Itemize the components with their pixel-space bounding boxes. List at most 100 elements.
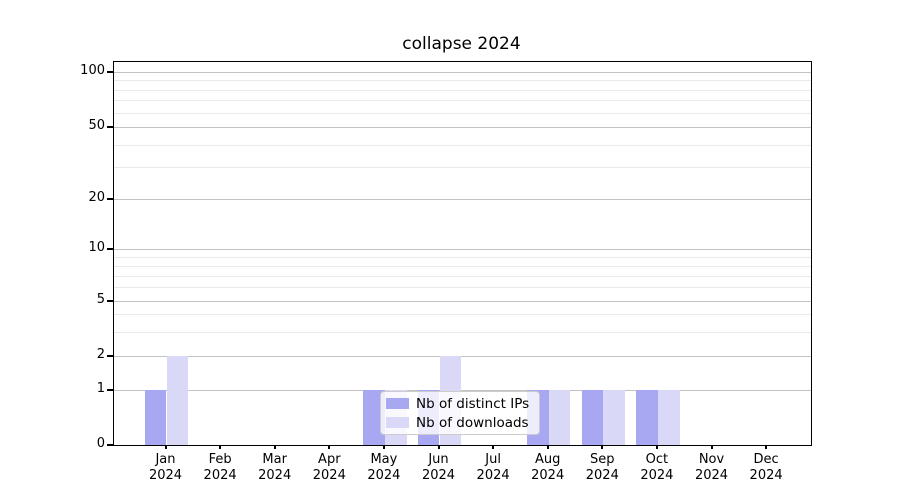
bar-distinct-ips xyxy=(363,390,385,445)
x-tick-label: Apr 2024 xyxy=(294,452,364,484)
x-tick-label-year: 2024 xyxy=(367,468,401,483)
bar-downloads xyxy=(603,390,626,445)
y-tick xyxy=(107,388,113,391)
y-gridline-minor xyxy=(114,167,811,169)
y-gridline-minor xyxy=(114,265,811,267)
x-tick xyxy=(765,445,768,449)
y-tick xyxy=(107,70,113,73)
legend-swatch-downloads xyxy=(386,417,409,428)
y-tick xyxy=(107,197,113,200)
bar-downloads xyxy=(657,390,680,445)
x-tick xyxy=(601,445,604,449)
x-tick xyxy=(710,445,713,449)
x-tick-label-month: Apr xyxy=(318,452,341,467)
bar-downloads xyxy=(166,356,189,445)
x-tick-label-month: Jan xyxy=(155,452,176,467)
x-tick-label-month: May xyxy=(370,452,398,467)
x-tick xyxy=(219,445,222,449)
x-tick-label-year: 2024 xyxy=(476,468,510,483)
y-tick-label: 0 xyxy=(96,436,105,451)
x-tick-label: Mar 2024 xyxy=(240,452,310,484)
y-gridline-minor xyxy=(114,331,811,333)
x-tick-label-month: Jul xyxy=(485,452,501,467)
y-tick-label: 5 xyxy=(96,292,105,307)
y-gridline-minor xyxy=(114,112,811,114)
y-gridline-minor xyxy=(114,89,811,91)
x-tick-label-year: 2024 xyxy=(585,468,619,483)
x-tick-label: Sep 2024 xyxy=(567,452,637,484)
x-tick-label-year: 2024 xyxy=(312,468,346,483)
legend-item-downloads: Nb of downloads xyxy=(386,415,539,431)
x-tick xyxy=(164,445,167,449)
x-tick-label-month: Oct xyxy=(645,452,669,467)
x-tick xyxy=(328,445,331,449)
legend-swatch-distinct-ips xyxy=(386,398,409,409)
y-gridline-minor xyxy=(114,80,811,82)
legend: Nb of distinct IPs Nb of downloads xyxy=(380,391,540,435)
x-tick-label: Jun 2024 xyxy=(404,452,474,484)
x-tick xyxy=(437,445,440,449)
y-gridline-minor xyxy=(114,144,811,146)
y-tick-label: 100 xyxy=(80,63,105,78)
y-gridline-major xyxy=(114,127,811,128)
x-tick xyxy=(655,445,658,449)
y-tick-label: 10 xyxy=(88,240,105,255)
x-tick-label-month: Sep xyxy=(590,452,615,467)
x-tick-label-year: 2024 xyxy=(258,468,292,483)
x-tick-label: Nov 2024 xyxy=(677,452,747,484)
y-tick-label: 2 xyxy=(96,347,105,362)
x-tick-label-month: Dec xyxy=(753,452,779,467)
bar-downloads xyxy=(548,390,571,445)
y-tick xyxy=(107,247,113,250)
y-gridline-major xyxy=(114,301,811,302)
x-tick-label-year: 2024 xyxy=(694,468,729,483)
x-tick-label-month: Jun xyxy=(428,452,449,467)
legend-item-distinct-ips: Nb of distinct IPs xyxy=(386,396,539,412)
y-tick-label: 1 xyxy=(96,381,105,396)
x-tick-label: Feb 2024 xyxy=(185,452,255,484)
x-tick-label: Jan 2024 xyxy=(131,452,201,484)
x-tick-label-year: 2024 xyxy=(749,468,783,483)
x-tick-label-year: 2024 xyxy=(148,468,183,483)
y-tick xyxy=(107,125,113,128)
y-gridline-minor xyxy=(114,256,811,258)
x-tick-label: Aug 2024 xyxy=(513,452,583,484)
x-tick-label: Oct 2024 xyxy=(622,452,692,484)
x-tick-label-year: 2024 xyxy=(640,468,674,483)
y-gridline-major xyxy=(114,72,811,73)
x-tick-label-year: 2024 xyxy=(531,468,565,483)
y-gridline-minor xyxy=(114,314,811,316)
x-tick-label: May 2024 xyxy=(349,452,419,484)
legend-label-distinct-ips: Nb of distinct IPs xyxy=(416,395,530,412)
x-tick xyxy=(546,445,549,449)
y-gridline-major xyxy=(114,356,811,357)
y-gridline-minor xyxy=(114,275,811,277)
y-gridline-minor xyxy=(114,100,811,102)
x-tick-label: Dec 2024 xyxy=(731,452,801,484)
bar-distinct-ips xyxy=(581,390,604,445)
y-tick xyxy=(107,299,113,302)
legend-label-downloads: Nb of downloads xyxy=(416,414,529,431)
y-gridline-major xyxy=(114,199,811,200)
x-tick-label: Jul 2024 xyxy=(458,452,528,484)
x-tick xyxy=(382,445,385,449)
bar-distinct-ips xyxy=(144,390,167,445)
x-tick-label-month: Feb xyxy=(208,452,232,467)
y-tick xyxy=(107,354,113,357)
y-tick-label: 50 xyxy=(88,118,105,133)
y-gridline-major xyxy=(114,390,811,391)
x-tick-label-year: 2024 xyxy=(203,468,237,483)
x-tick-label-month: Aug xyxy=(534,452,561,467)
chart-title: collapse 2024 xyxy=(402,34,521,54)
y-tick xyxy=(107,443,113,446)
x-tick xyxy=(273,445,276,449)
bar-distinct-ips xyxy=(636,390,658,445)
y-gridline-major xyxy=(114,249,811,250)
x-tick xyxy=(492,445,495,449)
x-tick-label-month: Nov xyxy=(698,452,725,467)
x-tick-label-month: Mar xyxy=(262,452,287,467)
y-gridline-minor xyxy=(114,287,811,289)
x-tick-label-year: 2024 xyxy=(421,468,456,483)
y-tick-label: 20 xyxy=(88,190,105,205)
